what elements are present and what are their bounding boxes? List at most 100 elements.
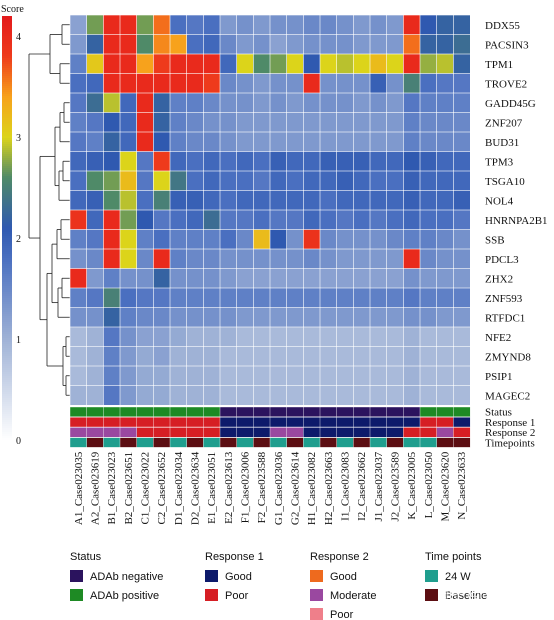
heatmap-cell [136,209,154,231]
colorbar-segment [2,302,12,305]
heatmap-cell [303,53,321,75]
heatmap-cell [119,170,138,192]
heatmap-cell [203,385,221,406]
heatmap-cell [453,346,471,367]
colorbar-segment [2,36,12,39]
heatmap-cell [86,326,104,348]
colorbar-segment [2,250,12,253]
heatmap-cell [353,34,371,55]
heatmap-cell [319,73,338,94]
annotation-cell [369,406,388,418]
heatmap-cell [153,326,171,348]
heatmap-cell [236,346,254,367]
heatmap-cell [219,287,238,309]
heatmap-cell [103,112,121,133]
colorbar-segment [2,100,12,103]
heatmap-cell [436,229,454,250]
legend-swatch [70,589,83,601]
annotation-cell [286,406,304,418]
colorbar-segment [2,362,12,365]
heatmap-cell [186,151,204,172]
heatmap-cell [453,170,471,192]
colorbar-segment [2,76,12,79]
heatmap-cell [86,209,104,231]
colorbar-tick-label: 2 [16,234,21,245]
heatmap-cell [369,34,388,55]
heatmap-cell [119,287,138,309]
colorbar-segment [2,202,12,205]
column-label: G1_Case023036 [273,451,285,525]
annotation-cell [403,437,421,448]
colorbar-segment [2,260,12,263]
heatmap-cell [219,307,238,328]
annotation-cell [303,406,321,418]
colorbar-segment [2,272,12,275]
heatmap-cell [353,326,371,348]
colorbar-segment [2,324,12,327]
heatmap-cell [69,385,88,406]
heatmap-cell [436,287,454,309]
annotation-cell [369,437,388,448]
heatmap-cell [253,34,271,55]
heatmap-cell [103,365,121,387]
heatmap-cell [319,34,338,55]
heatmap-cell [86,170,104,192]
heatmap-cell [353,346,371,367]
heatmap-cell [203,287,221,309]
heatmap-cell [269,365,288,387]
colorbar-segment [2,280,12,283]
heatmap-cell [286,14,304,36]
heatmap-cell [269,287,288,309]
heatmap-cell [169,248,188,270]
colorbar-segment [2,16,12,19]
heatmap-cell [319,385,338,406]
heatmap-cell [153,34,171,55]
heatmap-cell [119,268,138,289]
heatmap-cell [453,151,471,172]
annotation-cell [136,437,154,448]
annotation-cell [203,417,221,428]
heatmap-cell [103,268,121,289]
column-label: A2_Case023619 [90,451,102,525]
heatmap-cell [319,268,338,289]
colorbar-segment [2,194,12,197]
colorbar-segment [2,46,12,49]
heatmap-cell [303,131,321,153]
colorbar-segment [2,434,12,437]
heatmap-cell [136,346,154,367]
annotation-cell [286,427,304,438]
colorbar-segment [2,326,12,329]
colorbar-segment [2,380,12,383]
heatmap-cell [419,14,438,36]
heatmap-cell [436,73,454,94]
annotation-cell [253,427,271,438]
column-label: H1_Case023082 [306,452,318,525]
heatmap-cell [386,53,404,75]
heatmap-cell [419,131,438,153]
heatmap-cell [203,34,221,55]
colorbar-segment [2,122,12,125]
colorbar-segment [2,40,12,43]
annotation-cell [203,427,221,438]
heatmap-cell [236,268,254,289]
heatmap-cell [119,131,138,153]
annotation-cell [369,427,388,438]
colorbar-segment [2,70,12,73]
annotation-cell [269,427,288,438]
heatmap-cell [186,92,204,114]
colorbar-segment [2,336,12,339]
heatmap-cell [369,326,388,348]
heatmap-cell [119,385,138,406]
heatmap-cell [186,14,204,36]
heatmap-cell [103,346,121,367]
heatmap-cell [236,326,254,348]
heatmap-cell [253,209,271,231]
colorbar-segment [2,128,12,131]
row-label: ZNF593 [485,293,523,305]
annotation-cell [453,437,471,448]
heatmap-cell [436,307,454,328]
heatmap-cell [369,112,388,133]
annotation-cell [353,437,371,448]
heatmap-cell [136,385,154,406]
